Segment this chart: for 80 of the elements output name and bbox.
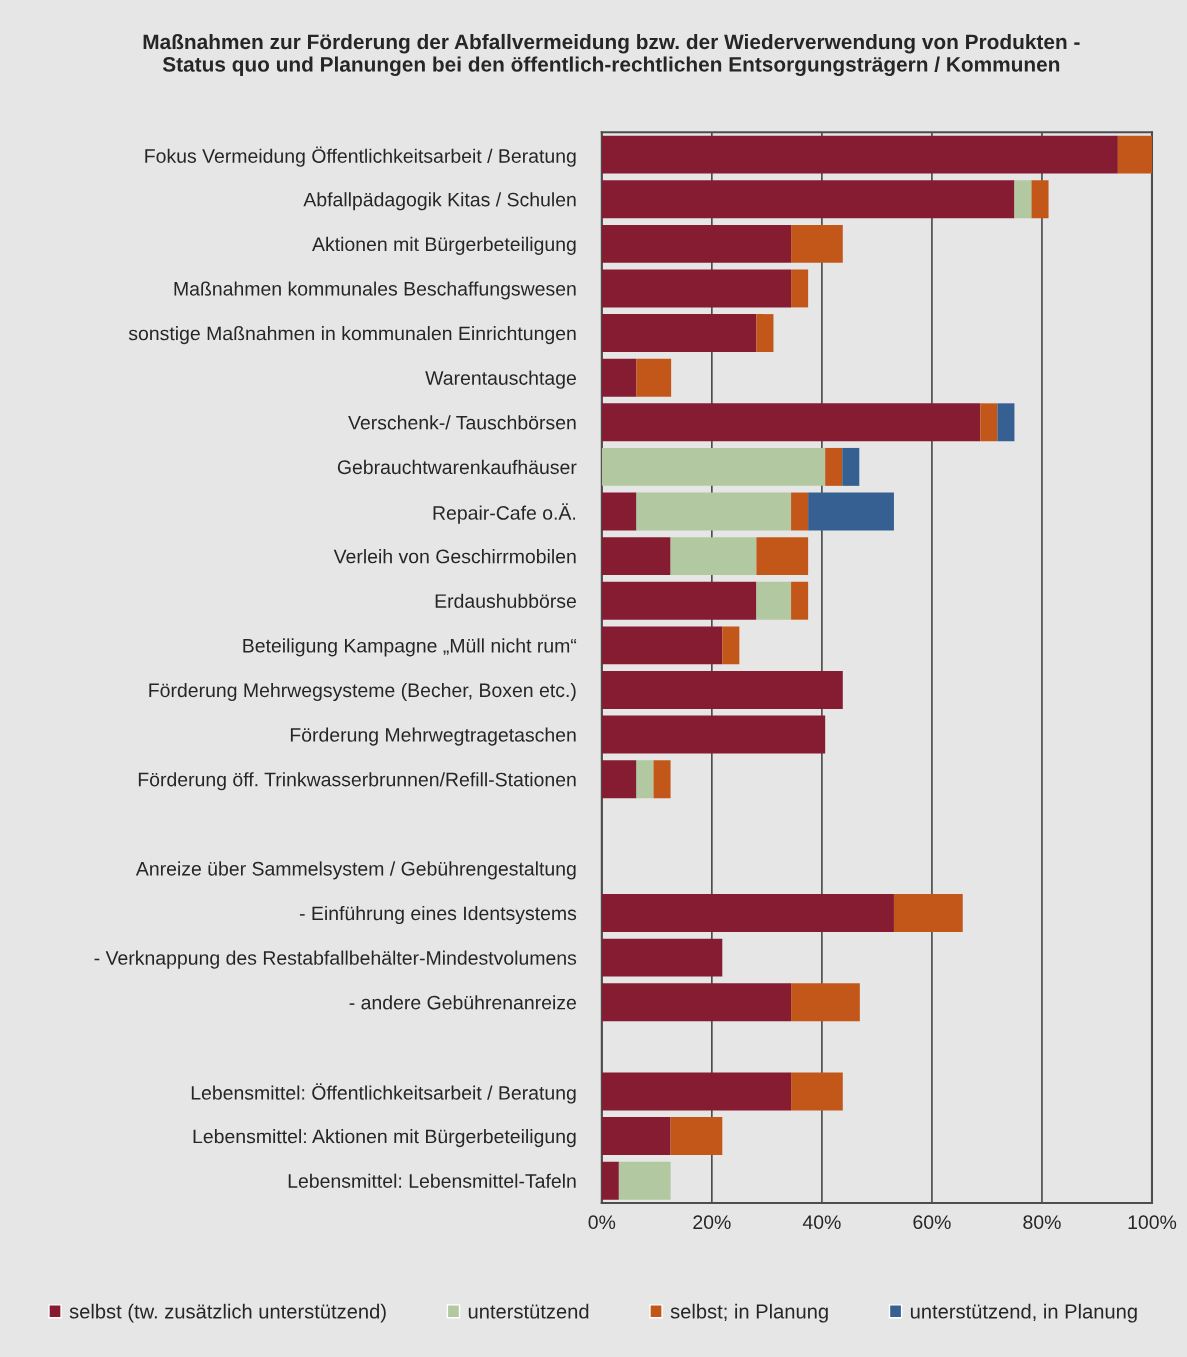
bar xyxy=(636,760,654,799)
bar xyxy=(601,983,792,1022)
bar xyxy=(997,403,1015,442)
y-tick-label: Lebensmittel: Lebensmittel-Tafeln xyxy=(288,1173,576,1188)
bar xyxy=(791,492,809,531)
y-tick-label: sonstige Maßnahmen in kommunalen Einrichtungen xyxy=(128,326,576,345)
y-tick-label: Lebensmittel: Aktionen mit Bürgerbeteiligung xyxy=(193,1129,576,1148)
x-tick-label: 0% xyxy=(588,1215,616,1230)
bar xyxy=(601,492,637,531)
bar xyxy=(980,403,998,442)
legend-label: selbst; in Planung xyxy=(670,1303,828,1323)
bar xyxy=(1014,180,1032,219)
bar xyxy=(756,314,774,353)
bar xyxy=(601,1072,792,1111)
y-tick-label: Gebrauchtwarenkaufhäuser xyxy=(337,459,577,475)
y-tick-label: - Einführung eines Identsystems xyxy=(299,905,577,925)
bar xyxy=(722,626,740,665)
bar xyxy=(653,760,671,799)
bar xyxy=(601,1161,619,1200)
x-tick-label: 100% xyxy=(1128,1215,1177,1230)
bar xyxy=(618,1161,671,1200)
bar xyxy=(670,1117,723,1156)
bar xyxy=(808,492,894,531)
bar xyxy=(601,938,723,977)
y-tick-label: - Verknappung des Restabfallbehälter-Mindestvolumens xyxy=(94,950,577,969)
bar xyxy=(601,135,1118,174)
y-tick-label: Warentauschtage xyxy=(425,370,576,389)
chart-title: Maßnahmen zur Förderung der Abfallvermeidung bzw. der Wiederverwendung von Produkten - Status quo und Planungen bei den öffentlich-rechtlichen Entsorgungsträgern / Kommunen xyxy=(143,33,1080,76)
bar xyxy=(601,180,1015,219)
legend-label: selbst (tw. zusätzlich unterstützend) xyxy=(69,1303,386,1323)
bar xyxy=(636,492,792,531)
bar xyxy=(756,581,792,620)
y-tick-label: Verschenk-/ Tauschbörsen xyxy=(348,415,576,430)
bar xyxy=(842,447,860,486)
y-tick-label: Förderung Mehrwegsysteme (Becher, Boxen etc.) xyxy=(149,682,576,702)
y-tick-label: Maßnahmen kommunales Beschaffungswesen xyxy=(174,281,576,300)
y-tick-label: - andere Gebührenanreize xyxy=(349,995,576,1010)
y-tick-label: Förderung Mehrwegtragetaschen xyxy=(290,727,576,746)
x-tick-label: 40% xyxy=(802,1215,841,1230)
y-tick-label: Repair-Cafe o.Ä. xyxy=(433,503,576,524)
y-tick-label: Lebensmittel: Öffentlichkeitsarbeit / Beratung xyxy=(191,1083,576,1104)
bar xyxy=(756,537,809,576)
bar xyxy=(670,537,757,576)
bar xyxy=(601,358,637,397)
legend-label: unterstützend xyxy=(468,1303,589,1319)
bar xyxy=(791,581,809,620)
bar xyxy=(791,983,860,1022)
y-tick-label: Verleih von Geschirrmobilen xyxy=(333,549,576,564)
bar xyxy=(601,447,826,486)
bar xyxy=(791,224,843,263)
y-tick-label: Anreize über Sammelsystem / Gebührengestaltung xyxy=(135,861,576,880)
y-tick-label: Aktionen mit Bürgerbeteiligung xyxy=(312,236,576,255)
bar xyxy=(601,224,792,263)
bar xyxy=(825,447,843,486)
bar xyxy=(893,894,963,932)
y-tick-label: Fokus Vermeidung Öffentlichkeitsarbeit / Beratung xyxy=(145,146,576,167)
bar xyxy=(601,760,637,799)
x-tick-label: 80% xyxy=(1023,1215,1061,1230)
bar xyxy=(601,269,792,308)
bar xyxy=(601,537,671,576)
bar xyxy=(1117,135,1152,174)
bar xyxy=(601,670,843,709)
bar xyxy=(791,269,809,308)
bar xyxy=(636,358,672,397)
bar xyxy=(791,1072,843,1111)
legend-label: unterstützend, in Planung xyxy=(910,1303,1137,1323)
bar xyxy=(601,314,757,353)
bar xyxy=(601,403,981,442)
bar xyxy=(601,1117,671,1156)
bar xyxy=(601,715,826,754)
bar xyxy=(601,581,757,620)
x-tick-label: 60% xyxy=(913,1215,951,1230)
bar xyxy=(1031,180,1049,219)
y-tick-label: Erdaushubbörse xyxy=(435,593,576,608)
x-tick-label: 20% xyxy=(693,1215,731,1230)
bar xyxy=(601,894,894,932)
y-tick-label: Beteiligung Kampagne „Müll nicht rum“ xyxy=(243,638,577,657)
bar xyxy=(601,626,723,665)
y-tick-label: Abfallpädagogik Kitas / Schulen xyxy=(303,192,576,211)
y-tick-label: Förderung öff. Trinkwasserbrunnen/Refill-Stationen xyxy=(138,772,576,791)
